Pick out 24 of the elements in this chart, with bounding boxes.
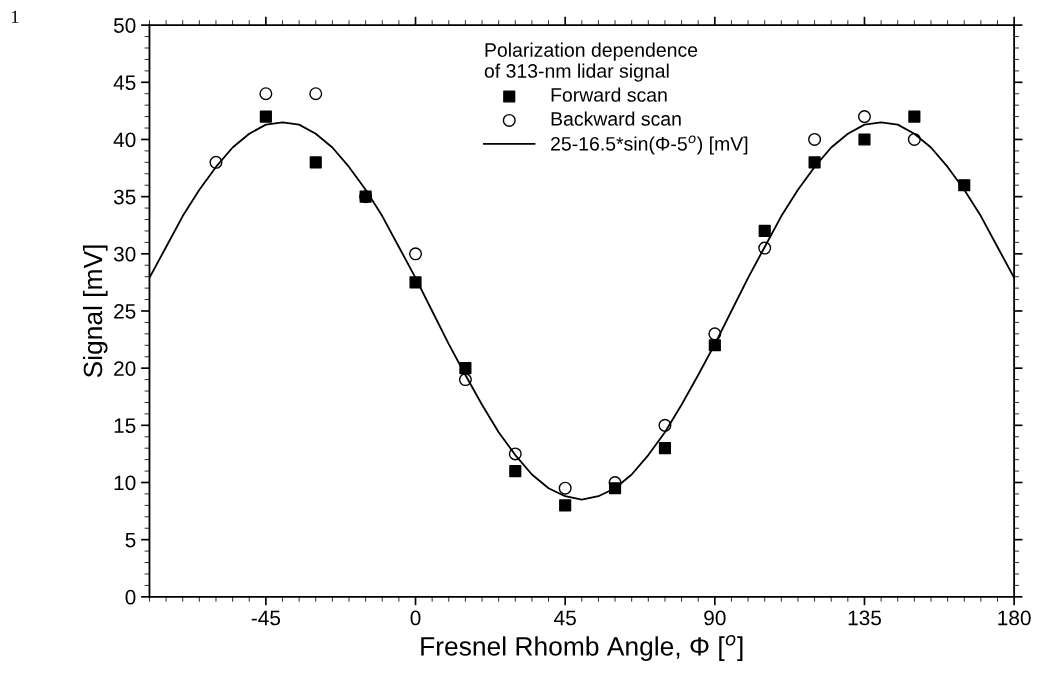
y-tick-label: 10 xyxy=(114,475,136,491)
x-axis-title: Fresnel Rhomb Angle, Φ [$^{o}$] xyxy=(421,635,743,661)
y-tick-label: 30 xyxy=(113,246,136,262)
y-tick-label: 0 xyxy=(125,589,136,605)
x-tick-label: 45 xyxy=(554,610,576,626)
text: 1 xyxy=(11,10,19,23)
legend-label: Forward scan xyxy=(551,87,667,102)
x-tick-label: 135 xyxy=(848,610,881,626)
x-tick-label: 180 xyxy=(998,610,1031,626)
x-tick-label: 90 xyxy=(704,610,726,626)
y-tick-label: 45 xyxy=(113,75,136,91)
y-tick-label: 40 xyxy=(113,132,136,148)
y-axis-title: Signal [mV] xyxy=(82,245,108,378)
legend-title: Polarization dependence of 313-nm lidar signal xyxy=(484,42,698,82)
y-tick-label: 20 xyxy=(114,361,136,376)
y-tick-label: 5 xyxy=(125,532,136,548)
y-tick-label: 50 xyxy=(113,18,136,33)
y-tick-label: 15 xyxy=(114,418,136,434)
legend-label: 25-16.5*sin(Φ-5$^{o}$) [mV] xyxy=(551,135,748,155)
legend-label: Backward scan xyxy=(551,111,681,126)
y-tick-label: 35 xyxy=(113,189,136,205)
x-tick-label: -45 xyxy=(251,610,281,626)
x-tick-label: 0 xyxy=(410,610,421,626)
y-tick-label: 25 xyxy=(114,303,136,319)
